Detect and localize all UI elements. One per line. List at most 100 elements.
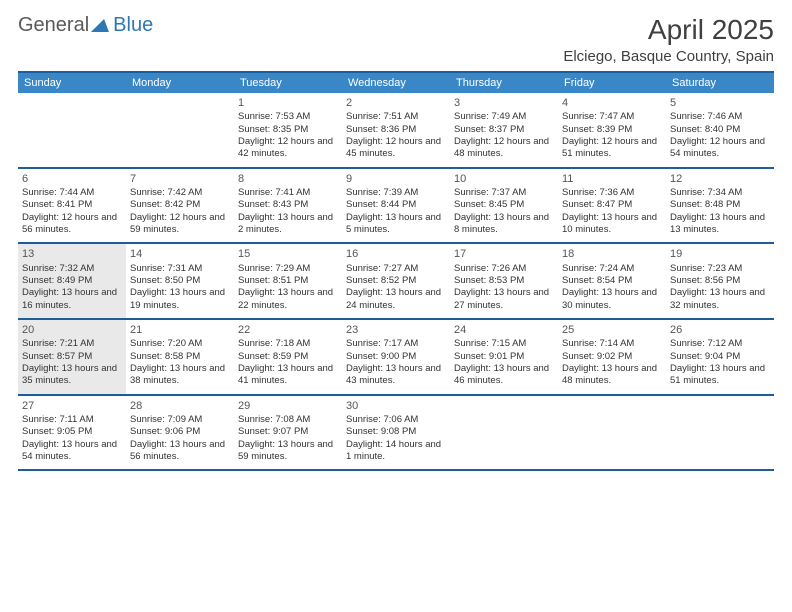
day-number: 11 (562, 172, 662, 186)
day-number: 30 (346, 399, 446, 413)
daylight-text: Daylight: 12 hours and 51 minutes. (562, 136, 662, 161)
weeks-container: 1Sunrise: 7:53 AMSunset: 8:35 PMDaylight… (18, 93, 774, 471)
daylight-text: Daylight: 13 hours and 35 minutes. (22, 363, 122, 388)
daylight-text: Daylight: 13 hours and 59 minutes. (238, 439, 338, 464)
day-number: 6 (22, 172, 122, 186)
sunrise-text: Sunrise: 7:18 AM (238, 338, 338, 350)
day-cell (126, 93, 234, 167)
sunset-text: Sunset: 8:41 PM (22, 199, 122, 211)
day-cell (450, 396, 558, 470)
sunrise-text: Sunrise: 7:34 AM (670, 187, 770, 199)
sunrise-text: Sunrise: 7:47 AM (562, 111, 662, 123)
day-cell (666, 396, 774, 470)
daylight-text: Daylight: 13 hours and 48 minutes. (562, 363, 662, 388)
sunset-text: Sunset: 9:00 PM (346, 351, 446, 363)
sunrise-text: Sunrise: 7:41 AM (238, 187, 338, 199)
day-cell: 30Sunrise: 7:06 AMSunset: 9:08 PMDayligh… (342, 396, 450, 470)
daylight-text: Daylight: 13 hours and 51 minutes. (670, 363, 770, 388)
sunset-text: Sunset: 9:07 PM (238, 426, 338, 438)
sunrise-text: Sunrise: 7:06 AM (346, 414, 446, 426)
day-number: 10 (454, 172, 554, 186)
daylight-text: Daylight: 13 hours and 46 minutes. (454, 363, 554, 388)
dow-cell: Tuesday (234, 73, 342, 93)
sunset-text: Sunset: 9:02 PM (562, 351, 662, 363)
daylight-text: Daylight: 13 hours and 32 minutes. (670, 287, 770, 312)
sunset-text: Sunset: 8:42 PM (130, 199, 230, 211)
day-cell: 3Sunrise: 7:49 AMSunset: 8:37 PMDaylight… (450, 93, 558, 167)
daylight-text: Daylight: 13 hours and 24 minutes. (346, 287, 446, 312)
sunrise-text: Sunrise: 7:09 AM (130, 414, 230, 426)
sunset-text: Sunset: 8:36 PM (346, 124, 446, 136)
day-number: 19 (670, 247, 770, 261)
day-number: 21 (130, 323, 230, 337)
sunrise-text: Sunrise: 7:36 AM (562, 187, 662, 199)
sunset-text: Sunset: 9:01 PM (454, 351, 554, 363)
daylight-text: Daylight: 13 hours and 43 minutes. (346, 363, 446, 388)
day-cell (558, 396, 666, 470)
sunset-text: Sunset: 8:53 PM (454, 275, 554, 287)
day-number: 12 (670, 172, 770, 186)
day-cell: 2Sunrise: 7:51 AMSunset: 8:36 PMDaylight… (342, 93, 450, 167)
day-cell: 13Sunrise: 7:32 AMSunset: 8:49 PMDayligh… (18, 244, 126, 318)
day-cell: 23Sunrise: 7:17 AMSunset: 9:00 PMDayligh… (342, 320, 450, 394)
day-cell: 7Sunrise: 7:42 AMSunset: 8:42 PMDaylight… (126, 169, 234, 243)
sunset-text: Sunset: 8:58 PM (130, 351, 230, 363)
day-number: 24 (454, 323, 554, 337)
header: General Blue April 2025 Elciego, Basque … (18, 14, 774, 65)
sunset-text: Sunset: 8:37 PM (454, 124, 554, 136)
daylight-text: Daylight: 13 hours and 5 minutes. (346, 212, 446, 237)
sunrise-text: Sunrise: 7:37 AM (454, 187, 554, 199)
sunrise-text: Sunrise: 7:24 AM (562, 263, 662, 275)
day-number: 14 (130, 247, 230, 261)
sunset-text: Sunset: 8:40 PM (670, 124, 770, 136)
logo-text-general: General (18, 14, 89, 37)
day-of-week-row: SundayMondayTuesdayWednesdayThursdayFrid… (18, 73, 774, 93)
sunset-text: Sunset: 8:50 PM (130, 275, 230, 287)
week-row: 1Sunrise: 7:53 AMSunset: 8:35 PMDaylight… (18, 93, 774, 169)
sunrise-text: Sunrise: 7:42 AM (130, 187, 230, 199)
sunrise-text: Sunrise: 7:23 AM (670, 263, 770, 275)
day-cell: 9Sunrise: 7:39 AMSunset: 8:44 PMDaylight… (342, 169, 450, 243)
day-number: 20 (22, 323, 122, 337)
sunset-text: Sunset: 8:54 PM (562, 275, 662, 287)
day-number: 3 (454, 96, 554, 110)
day-cell (18, 93, 126, 167)
day-number: 18 (562, 247, 662, 261)
sunset-text: Sunset: 8:43 PM (238, 199, 338, 211)
title-block: April 2025 Elciego, Basque Country, Spai… (563, 14, 774, 65)
day-cell: 5Sunrise: 7:46 AMSunset: 8:40 PMDaylight… (666, 93, 774, 167)
week-row: 13Sunrise: 7:32 AMSunset: 8:49 PMDayligh… (18, 244, 774, 320)
day-cell: 1Sunrise: 7:53 AMSunset: 8:35 PMDaylight… (234, 93, 342, 167)
daylight-text: Daylight: 13 hours and 38 minutes. (130, 363, 230, 388)
sunset-text: Sunset: 8:56 PM (670, 275, 770, 287)
day-cell: 19 Sunrise: 7:23 AMSunset: 8:56 PMDayligh… (666, 244, 774, 318)
day-cell: 29Sunrise: 7:08 AMSunset: 9:07 PMDayligh… (234, 396, 342, 470)
sunset-text: Sunset: 9:04 PM (670, 351, 770, 363)
sunrise-text: Sunrise: 7:44 AM (22, 187, 122, 199)
daylight-text: Daylight: 13 hours and 16 minutes. (22, 287, 122, 312)
day-number: 27 (22, 399, 122, 413)
day-cell: 26Sunrise: 7:12 AMSunset: 9:04 PMDayligh… (666, 320, 774, 394)
day-number: 7 (130, 172, 230, 186)
day-cell: 11Sunrise: 7:36 AMSunset: 8:47 PMDayligh… (558, 169, 666, 243)
daylight-text: Daylight: 13 hours and 19 minutes. (130, 287, 230, 312)
week-row: 20Sunrise: 7:21 AMSunset: 8:57 PMDayligh… (18, 320, 774, 396)
daylight-text: Daylight: 13 hours and 30 minutes. (562, 287, 662, 312)
day-cell: 8Sunrise: 7:41 AMSunset: 8:43 PMDaylight… (234, 169, 342, 243)
day-number: 25 (562, 323, 662, 337)
day-cell: 16Sunrise: 7:27 AMSunset: 8:52 PMDayligh… (342, 244, 450, 318)
sunset-text: Sunset: 8:57 PM (22, 351, 122, 363)
sunset-text: Sunset: 9:05 PM (22, 426, 122, 438)
sunrise-text: Sunrise: 7:51 AM (346, 111, 446, 123)
day-cell: 6Sunrise: 7:44 AMSunset: 8:41 PMDaylight… (18, 169, 126, 243)
day-cell: 17Sunrise: 7:26 AMSunset: 8:53 PMDayligh… (450, 244, 558, 318)
day-number: 29 (238, 399, 338, 413)
sunset-text: Sunset: 8:45 PM (454, 199, 554, 211)
sunrise-text: Sunrise: 7:26 AM (454, 263, 554, 275)
sunrise-text: Sunrise: 7:21 AM (22, 338, 122, 350)
sunset-text: Sunset: 8:52 PM (346, 275, 446, 287)
sunset-text: Sunset: 8:44 PM (346, 199, 446, 211)
daylight-text: Daylight: 12 hours and 56 minutes. (22, 212, 122, 237)
sunrise-text: Sunrise: 7:11 AM (22, 414, 122, 426)
logo-text-blue: Blue (113, 14, 153, 37)
